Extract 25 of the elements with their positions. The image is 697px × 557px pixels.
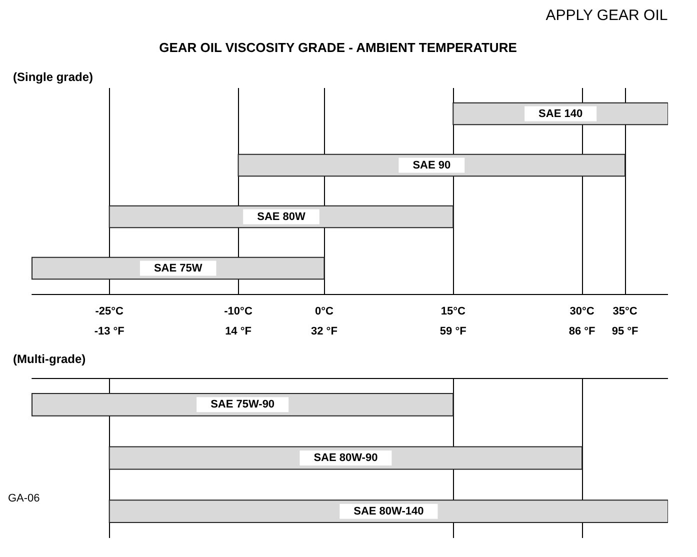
x-tick-label: 0°C bbox=[314, 306, 334, 318]
y-tick-label: SAE 140 bbox=[538, 108, 583, 120]
chart-title: (Multi-grade) bbox=[13, 352, 86, 366]
x2-tick-label: 86 °F bbox=[568, 326, 596, 338]
annotation: GA-06 bbox=[8, 492, 40, 504]
x2-tick-label: 59 °F bbox=[440, 326, 467, 338]
y-tick-label: SAE 80W bbox=[257, 210, 306, 223]
chart-title: GEAR OIL VISCOSITY GRADE - AMBIENT TEMPERATURE bbox=[159, 40, 518, 55]
bar bbox=[238, 154, 626, 177]
y-tick-label: SAE 90 bbox=[412, 159, 451, 172]
y-tick-label: SAE 80W-90 bbox=[314, 452, 378, 464]
y-tick-label: SAE 75W bbox=[154, 262, 203, 274]
y-tick-label: SAE 80W-140 bbox=[354, 505, 424, 518]
y-tick-label: SAE 75W-90 bbox=[210, 398, 275, 411]
x-tick-label: 35°C bbox=[612, 306, 638, 318]
x2-tick-label: 32 °F bbox=[311, 326, 338, 338]
chart-subtitle: (Single grade) bbox=[13, 70, 94, 84]
x2-tick-label: -13 °F bbox=[94, 326, 125, 338]
x-tick-label: -10°C bbox=[224, 306, 252, 318]
text: APPLY GEAR OIL bbox=[546, 7, 668, 24]
x2-tick-label: 14 °F bbox=[225, 326, 252, 338]
x-tick-label: -25°C bbox=[95, 306, 124, 318]
x-tick-label: 30°C bbox=[570, 306, 594, 318]
x-tick-label: 15°C bbox=[440, 306, 466, 318]
x2-tick-label: 95 °F bbox=[612, 326, 639, 338]
